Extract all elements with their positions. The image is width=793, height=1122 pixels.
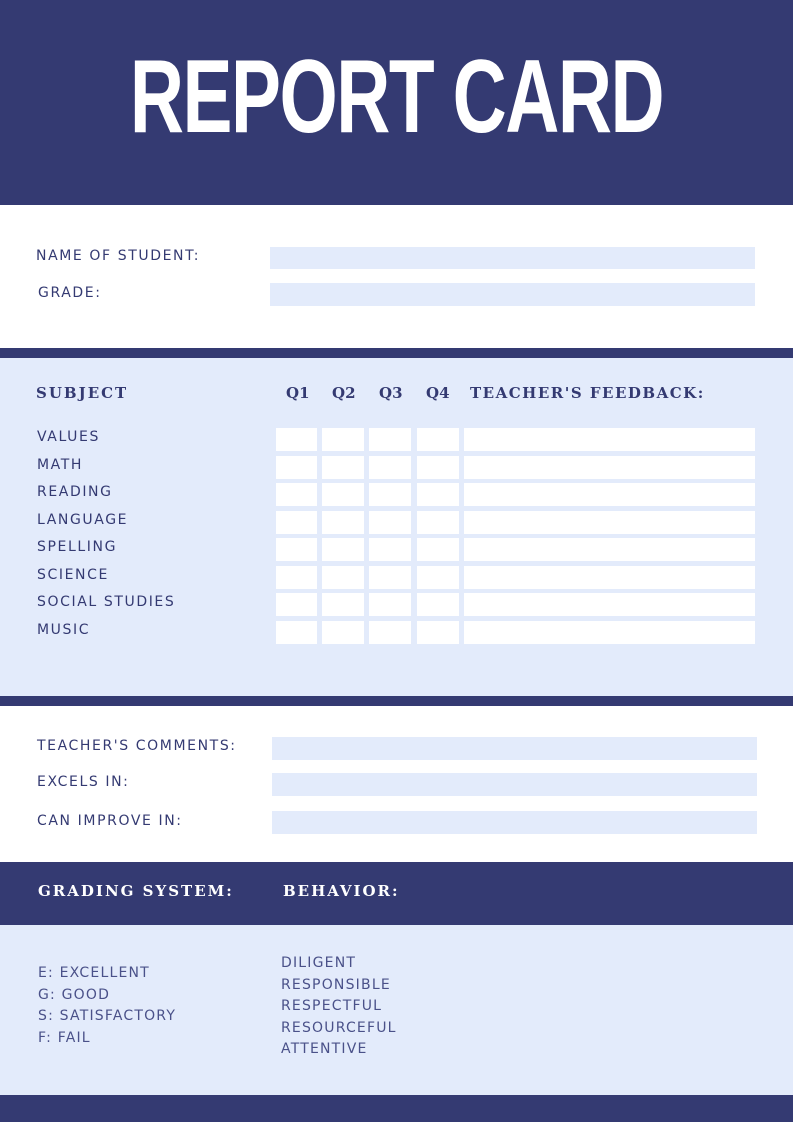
feedback-cell[interactable] [464,483,755,506]
legend-section [0,925,793,1095]
q2-cell[interactable] [322,483,364,506]
grading-item: E: EXCELLENT [38,965,150,981]
q1-cell[interactable] [276,593,317,616]
feedback-cell[interactable] [464,593,755,616]
q3-cell[interactable] [369,538,411,561]
grade-label: GRADE: [38,285,102,301]
q2-cell[interactable] [322,510,364,534]
subject-label: VALUES [37,429,100,445]
q3-cell[interactable] [369,428,411,451]
q1-cell[interactable] [276,455,317,479]
divider [0,696,793,706]
behavior-item: ATTENTIVE [281,1041,368,1057]
q2-cell[interactable] [322,620,364,644]
q2-cell[interactable] [322,538,364,561]
q3-cell[interactable] [369,483,411,506]
grading-list: E: EXCELLENT G: GOOD S: SATISFACTORY F: … [38,963,176,1049]
improve-field[interactable] [272,811,757,834]
q4-cell[interactable] [417,483,459,506]
feedback-cell[interactable] [464,428,755,451]
feedback-cell[interactable] [464,620,755,644]
behavior-item: RESPECTFUL [281,998,383,1014]
feedback-cell[interactable] [464,455,755,479]
subject-label: MUSIC [37,621,91,638]
q2-cell[interactable] [322,593,364,616]
name-field[interactable] [270,247,755,269]
feedback-header: TEACHER'S FEEDBACK: [470,384,705,402]
subject-label: SOCIAL STUDIES [37,594,176,610]
q4-cell[interactable] [417,565,459,589]
subject-label: LANGUAGE [37,511,129,528]
behavior-heading: BEHAVIOR: [283,882,400,900]
grading-item: G: GOOD [38,986,111,1003]
q3-cell[interactable] [369,510,411,534]
q1-cell[interactable] [276,565,317,589]
q4-cell[interactable] [417,593,459,616]
behavior-item: DILIGENT [281,955,357,971]
q1-cell[interactable] [276,620,317,644]
teacher-comments-field[interactable] [272,737,757,760]
behavior-list: DILIGENT RESPONSIBLE RESPECTFUL RESOURCE… [281,953,397,1061]
q1-header: Q1 [286,384,310,402]
page-title: REPORT CARD [129,39,665,155]
q3-cell[interactable] [369,620,411,644]
grading-item: F: FAIL [38,1029,91,1046]
q2-cell[interactable] [322,428,364,451]
name-label: NAME OF STUDENT: [36,248,201,264]
q4-cell[interactable] [417,428,459,451]
feedback-cell[interactable] [464,510,755,534]
behavior-item: RESPONSIBLE [281,976,391,993]
q3-cell[interactable] [369,565,411,589]
q4-cell[interactable] [417,455,459,479]
subject-header: SUBJECT [36,384,129,402]
q2-cell[interactable] [322,455,364,479]
grading-item: S: SATISFACTORY [38,1008,177,1024]
excels-field[interactable] [272,773,757,796]
q4-header: Q4 [426,384,450,402]
subject-label: READING [37,484,113,500]
q4-cell[interactable] [417,538,459,561]
q4-cell[interactable] [417,510,459,534]
q4-cell[interactable] [417,620,459,644]
subject-label: SCIENCE [37,566,109,583]
legend-header-bar [0,862,793,925]
excels-label: EXCELS IN: [37,774,130,790]
q1-cell[interactable] [276,538,317,561]
subject-label: MATH [37,456,84,473]
feedback-cell[interactable] [464,565,755,589]
grade-field[interactable] [270,283,755,306]
header-banner [0,0,793,205]
behavior-item: RESOURCEFUL [281,1019,397,1036]
q3-cell[interactable] [369,593,411,616]
q3-cell[interactable] [369,455,411,479]
teacher-comments-label: TEACHER'S COMMENTS: [37,738,237,754]
grading-heading: GRADING SYSTEM: [38,882,234,900]
improve-label: CAN IMPROVE IN: [37,813,183,829]
q1-cell[interactable] [276,483,317,506]
q3-header: Q3 [379,384,403,402]
q1-cell[interactable] [276,510,317,534]
q1-cell[interactable] [276,428,317,451]
subject-label: SPELLING [37,539,118,555]
divider [0,348,793,358]
feedback-cell[interactable] [464,538,755,561]
footer-bar [0,1095,793,1122]
q2-cell[interactable] [322,565,364,589]
q2-header: Q2 [332,384,356,402]
